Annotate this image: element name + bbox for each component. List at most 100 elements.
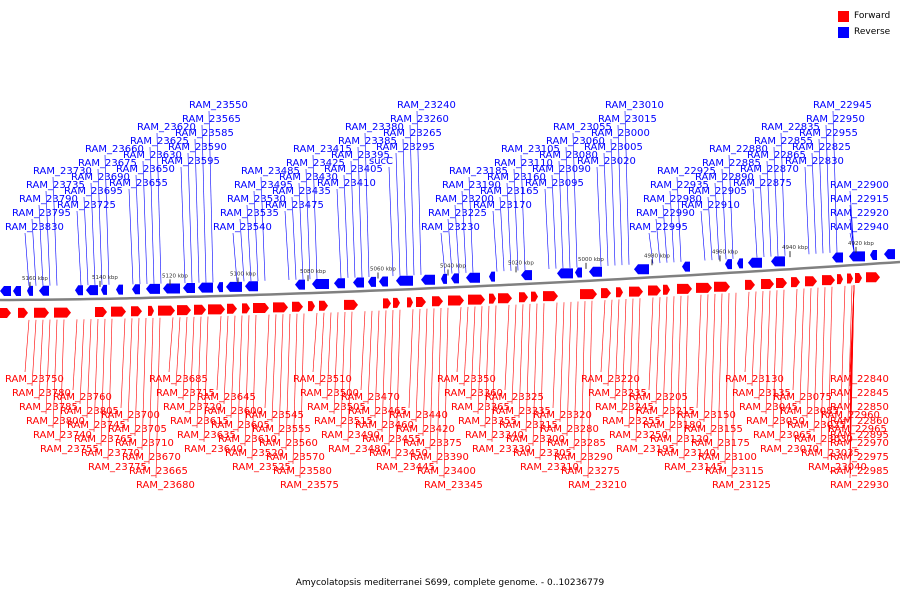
reverse-gene-label: RAM_22990	[636, 208, 695, 219]
forward-gene	[822, 275, 835, 286]
leader-line	[580, 301, 586, 465]
genome-axis: 5160 kbp 5140 kbp 5120 kbp 5100 kbp 5080 kbp…	[0, 241, 900, 302]
reverse-gene-label: RAM_23530	[227, 194, 286, 205]
forward-gene-label: RAM_23255	[602, 416, 661, 427]
forward-gene-label: RAM_23140	[657, 448, 716, 459]
reverse-gene-label: RAM_22950	[806, 114, 865, 125]
leader-line	[223, 315, 229, 405]
leader-line	[201, 124, 207, 283]
reverse-gene-label: RAM_22825	[792, 142, 851, 153]
forward-gene	[208, 304, 225, 315]
leader-line	[388, 166, 394, 277]
forward-gene	[855, 272, 862, 283]
reverse-gene	[451, 273, 459, 284]
leader-line	[765, 290, 771, 415]
leader-line	[312, 312, 318, 373]
leader-line	[700, 210, 706, 261]
forward-gene-label: RAM_23050	[746, 416, 805, 427]
reverse-gene-label: RAM_22980	[643, 194, 702, 205]
leader-line	[820, 287, 826, 447]
forward-gene-label: RAM_23670	[122, 452, 181, 463]
forward-gene-label: RAM_23075	[773, 392, 832, 403]
forward-gene-label: RAM_23750	[5, 374, 64, 385]
forward-gene	[616, 287, 623, 298]
forward-gene-label: RAM_23280	[540, 424, 599, 435]
reverse-gene	[75, 285, 83, 296]
forward-gene-label: RAM_23780	[12, 388, 71, 399]
forward-gene	[601, 288, 611, 299]
leader-line	[208, 110, 214, 283]
leader-line	[827, 286, 833, 461]
forward-gene-label: RAM_23500	[300, 388, 359, 399]
leader-line	[825, 124, 831, 253]
forward-gene-label: RAM_23325	[485, 392, 544, 403]
axis-tick-label: 5000 kbp	[578, 257, 604, 263]
reverse-gene-label: RAM_23090	[532, 164, 591, 175]
leader-line	[232, 232, 238, 282]
leader-line	[357, 146, 363, 278]
forward-gene-label: RAM_23705	[108, 424, 167, 435]
forward-gene	[663, 284, 670, 295]
forward-gene	[696, 282, 712, 293]
axis-tick-label: 5160 kbp	[22, 276, 48, 282]
forward-swatch	[838, 10, 849, 22]
forward-gene-label: RAM_22975	[830, 452, 889, 463]
reverse-gene	[725, 259, 732, 270]
forward-gene	[761, 278, 774, 289]
leader-line	[552, 302, 558, 409]
forward-gene-label: RAM_23665	[129, 466, 188, 477]
forward-gene	[677, 283, 692, 294]
leader-line	[292, 313, 298, 465]
leader-line	[134, 318, 140, 437]
reverse-gene	[101, 284, 107, 295]
leader-line	[744, 291, 750, 373]
axis-tick-label: 4960 kbp	[712, 249, 738, 255]
leader-line	[90, 182, 96, 286]
reverse-gene-label: RAM_22940	[830, 222, 889, 233]
forward-gene	[489, 293, 496, 304]
reverse-gene-label: RAM_23495	[234, 180, 293, 191]
forward-gene-label: RAM_23085	[780, 406, 839, 417]
leader-line	[45, 319, 51, 415]
reverse-gene	[589, 266, 602, 277]
reverse-gene-label: RAM_22885	[702, 158, 761, 169]
forward-gene-label: RAM_23205	[629, 392, 688, 403]
reverse-gene-label: RAM_23010	[605, 100, 664, 111]
leader-line	[76, 210, 82, 286]
forward-gene-label: RAM_22970	[830, 438, 889, 449]
forward-gene-label: RAM_23350	[437, 374, 496, 385]
forward-gene-label: RAM_23115	[705, 466, 764, 477]
leader-line	[415, 308, 421, 423]
reverse-gene-label: RAM_23630	[123, 150, 182, 161]
leader-line	[572, 132, 578, 268]
leader-line	[83, 196, 89, 286]
reverse-gene	[217, 282, 223, 293]
reverse-gene-label: RAM_22890	[695, 172, 754, 183]
reverse-gene-label: RAM_23790	[19, 194, 78, 205]
forward-gene-label: RAM_23335	[492, 406, 551, 417]
reverse-gene-label: RAM_23055	[553, 122, 612, 133]
leader-line	[766, 160, 772, 257]
leader-line	[544, 188, 550, 269]
forward-gene-label: RAM_23700	[101, 410, 160, 421]
gene-labels: RAM_23830RAM_23795RAM_23790RAM_23735RAM_…	[5, 100, 889, 491]
forward-gene-label: RAM_23305	[513, 448, 572, 459]
reverse-gene	[682, 261, 690, 272]
forward-gene-label: RAM_23340	[465, 430, 524, 441]
leader-line	[648, 297, 654, 391]
genome-backbone	[0, 260, 900, 302]
forward-gene-label: RAM_23330	[472, 444, 531, 455]
leader-line	[429, 308, 435, 451]
forward-gene-label: RAM_23025	[787, 420, 846, 431]
leader-line	[31, 319, 37, 387]
forward-gene	[383, 298, 391, 309]
forward-gene-label: RAM_23715	[156, 388, 215, 399]
leader-line	[395, 309, 401, 461]
leader-line	[558, 160, 564, 269]
leader-line	[409, 124, 415, 276]
reverse-gene-label: RAM_23730	[33, 166, 92, 177]
reverse-gene-label: RAM_23160	[487, 172, 546, 183]
forward-gene	[468, 294, 485, 305]
forward-gene	[111, 306, 126, 317]
forward-gene-label: RAM_23575	[280, 480, 339, 491]
